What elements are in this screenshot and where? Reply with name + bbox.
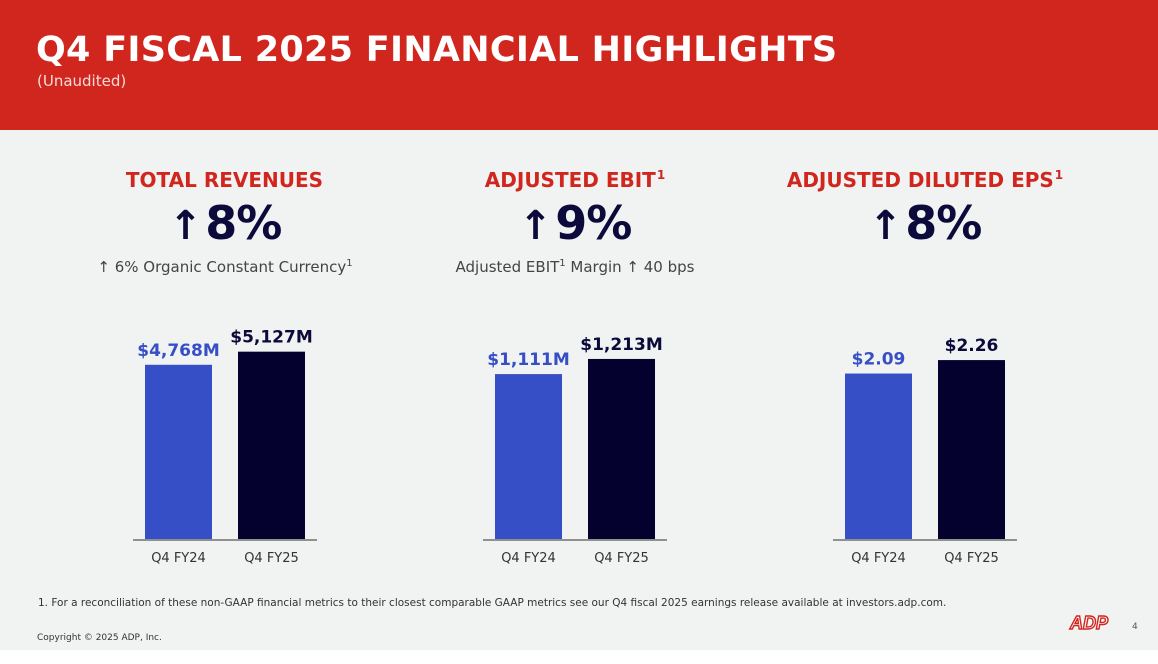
bar-q4-fy24 (845, 373, 912, 539)
x-tick-label: Q4 FY24 (151, 551, 206, 566)
page-number: 4 (1132, 622, 1138, 632)
footnote-ref: 1 (346, 258, 353, 269)
bar-chart-ebit: $1,111M Q4 FY24 $1,213M Q4 FY25 (483, 335, 667, 566)
kpi-title-text: ADJUSTED DILUTED EPS (786, 168, 1054, 192)
kpi-growth: ↑9% (405, 196, 745, 250)
kpi-subtext: ↑ 6% Organic Constant Currency1 (55, 258, 395, 276)
bar-chart-eps: $2.09 Q4 FY24 $2.26 Q4 FY25 (833, 336, 1017, 566)
kpi-panel-revenues: TOTAL REVENUES ↑8% ↑ 6% Organic Constant… (55, 130, 395, 580)
kpi-panel-eps: ADJUSTED DILUTED EPS1 ↑8% $2.09 Q4 FY24 $2… (755, 130, 1095, 580)
kpi-subtext-suffix: Margin ↑ 40 bps (565, 258, 695, 276)
kpi-subtext: Adjusted EBIT1 Margin ↑ 40 bps (405, 258, 745, 276)
kpi-title: ADJUSTED DILUTED EPS1 (755, 168, 1095, 192)
bar-q4-fy25 (938, 360, 1005, 539)
page-subtitle: (Unaudited) (37, 72, 127, 90)
x-tick-label: Q4 FY25 (944, 551, 999, 566)
kpi-growth: ↑8% (55, 196, 395, 250)
bar-q4-fy25 (238, 351, 305, 539)
up-arrow-icon: ↑ (168, 203, 203, 249)
bar-value-label: $1,213M (580, 335, 663, 355)
bar-chart-revenues: $4,768M Q4 FY24 $5,127M Q4 FY25 (133, 328, 317, 566)
kpi-growth-value: 8% (905, 196, 982, 250)
up-arrow-icon: ↑ (518, 203, 553, 249)
bar-value-label: $2.09 (852, 350, 906, 370)
bar-value-label: $1,111M (487, 350, 570, 370)
copyright: Copyright © 2025 ADP, Inc. (37, 633, 162, 643)
x-tick-label: Q4 FY25 (244, 551, 299, 566)
footnote-ref: 1 (559, 258, 566, 269)
bar-value-label: $2.26 (945, 336, 999, 356)
page-title: Q4 FISCAL 2025 FINANCIAL HIGHLIGHTS (36, 30, 838, 70)
kpi-title: TOTAL REVENUES (55, 168, 395, 192)
up-arrow-icon: ↑ (868, 203, 903, 249)
kpi-title: ADJUSTED EBIT1 (405, 168, 745, 192)
kpi-growth-value: 8% (205, 196, 282, 250)
x-tick-label: Q4 FY24 (851, 551, 906, 566)
kpi-subtext-prefix: ↑ 6% Organic Constant Currency (97, 258, 347, 276)
footnote-ref: 1 (656, 168, 666, 182)
bar-q4-fy25 (588, 358, 655, 539)
bar-q4-fy24 (145, 364, 212, 539)
adp-logo: ADP (1068, 612, 1109, 633)
bar-value-label: $4,768M (137, 341, 220, 361)
kpi-growth-value: 9% (555, 196, 632, 250)
x-tick-label: Q4 FY25 (594, 551, 649, 566)
kpi-panel-ebit: ADJUSTED EBIT1 ↑9% Adjusted EBIT1 Margin… (405, 130, 745, 580)
header-banner: Q4 FISCAL 2025 FINANCIAL HIGHLIGHTS (Una… (0, 0, 1158, 130)
kpi-title-text: ADJUSTED EBIT (484, 168, 656, 192)
kpi-growth: ↑8% (755, 196, 1095, 250)
adp-logo-text: ADP (1069, 613, 1109, 633)
x-tick-label: Q4 FY24 (501, 551, 556, 566)
bar-value-label: $5,127M (230, 328, 313, 348)
bar-q4-fy24 (495, 374, 562, 539)
footnote-ref: 1 (1054, 168, 1064, 182)
footnote: 1. For a reconciliation of these non-GAA… (38, 597, 947, 609)
kpi-title-text: TOTAL REVENUES (125, 168, 324, 192)
kpi-subtext-prefix: Adjusted EBIT (455, 258, 560, 276)
